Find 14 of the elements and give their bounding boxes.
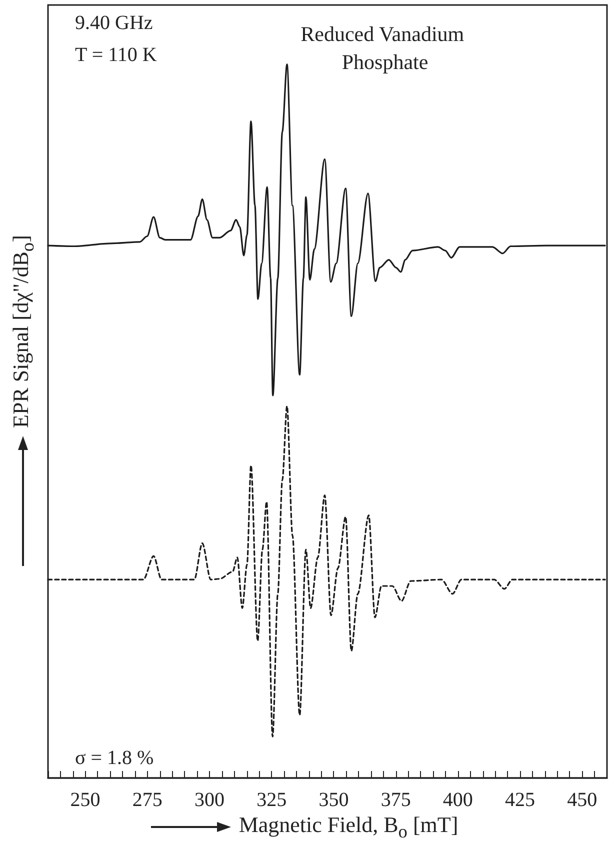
x-tick-label: 350: [318, 789, 349, 811]
x-tick-label: 300: [194, 789, 224, 811]
x-tick-label: 400: [442, 789, 473, 811]
x-tick-label: 375: [380, 789, 411, 811]
x-tick-label: 325: [256, 789, 287, 811]
x-axis-title: Magnetic Field, B$_{o}$ [mT]: [238, 812, 458, 842]
annotation: T = 110 K: [75, 44, 158, 66]
x-tick-label: 250: [70, 789, 100, 811]
text: 9.40 GHz: [75, 12, 153, 34]
x-tick-label: 425: [505, 789, 536, 811]
x-tick-label: 275: [132, 789, 162, 811]
annotation: σ = 1.8 %: [75, 747, 154, 769]
chart-title: Reduced Vanadium Phosphate: [300, 22, 470, 74]
x-tick-label: 450: [567, 789, 598, 811]
